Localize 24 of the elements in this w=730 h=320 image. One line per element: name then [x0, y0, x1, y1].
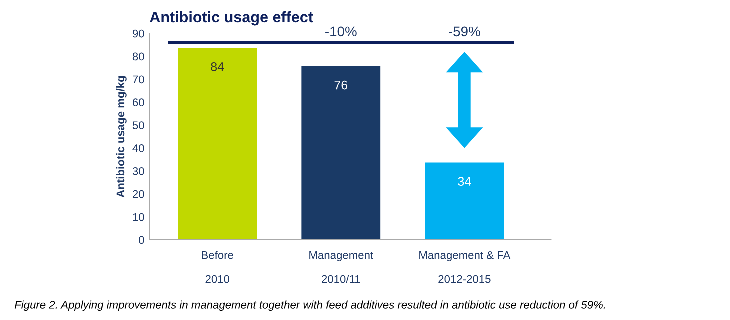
- y-tick-label: 70: [133, 76, 144, 84]
- annotation: -59%: [449, 26, 480, 37]
- category-label: Management & FA 2012-2015: [420, 251, 511, 284]
- data-label: 34: [458, 177, 472, 186]
- bar: [176, 46, 258, 240]
- y-tick-label: 10: [133, 213, 144, 222]
- y-tick-label: 0: [139, 236, 144, 244]
- data-label: 84: [211, 62, 224, 72]
- category-label: Management 2010/11: [310, 252, 374, 284]
- y-tick-label: 30: [132, 167, 144, 176]
- data-label: 76: [334, 80, 348, 90]
- y-tick-label: 90: [132, 30, 144, 38]
- category-label: Before 2010: [202, 251, 234, 284]
- caption: Figure 2. Applying improvements in management together with feed additives resulted in antibiotic use reduction of 59%.: [14, 300, 606, 312]
- annotation: -10%: [326, 26, 357, 37]
- y-tick-label: 60: [132, 98, 144, 107]
- y-tick-label: 40: [132, 144, 144, 152]
- bar: [424, 161, 506, 240]
- bar: [300, 65, 382, 240]
- y-axis-title: Antibiotic usage mg/kg: [116, 76, 127, 198]
- y-tick-label: 50: [132, 122, 144, 130]
- y-tick-label: 20: [132, 190, 144, 198]
- y-tick-label: 80: [132, 52, 144, 61]
- chart-title: Antibiotic usage effect: [150, 11, 314, 26]
